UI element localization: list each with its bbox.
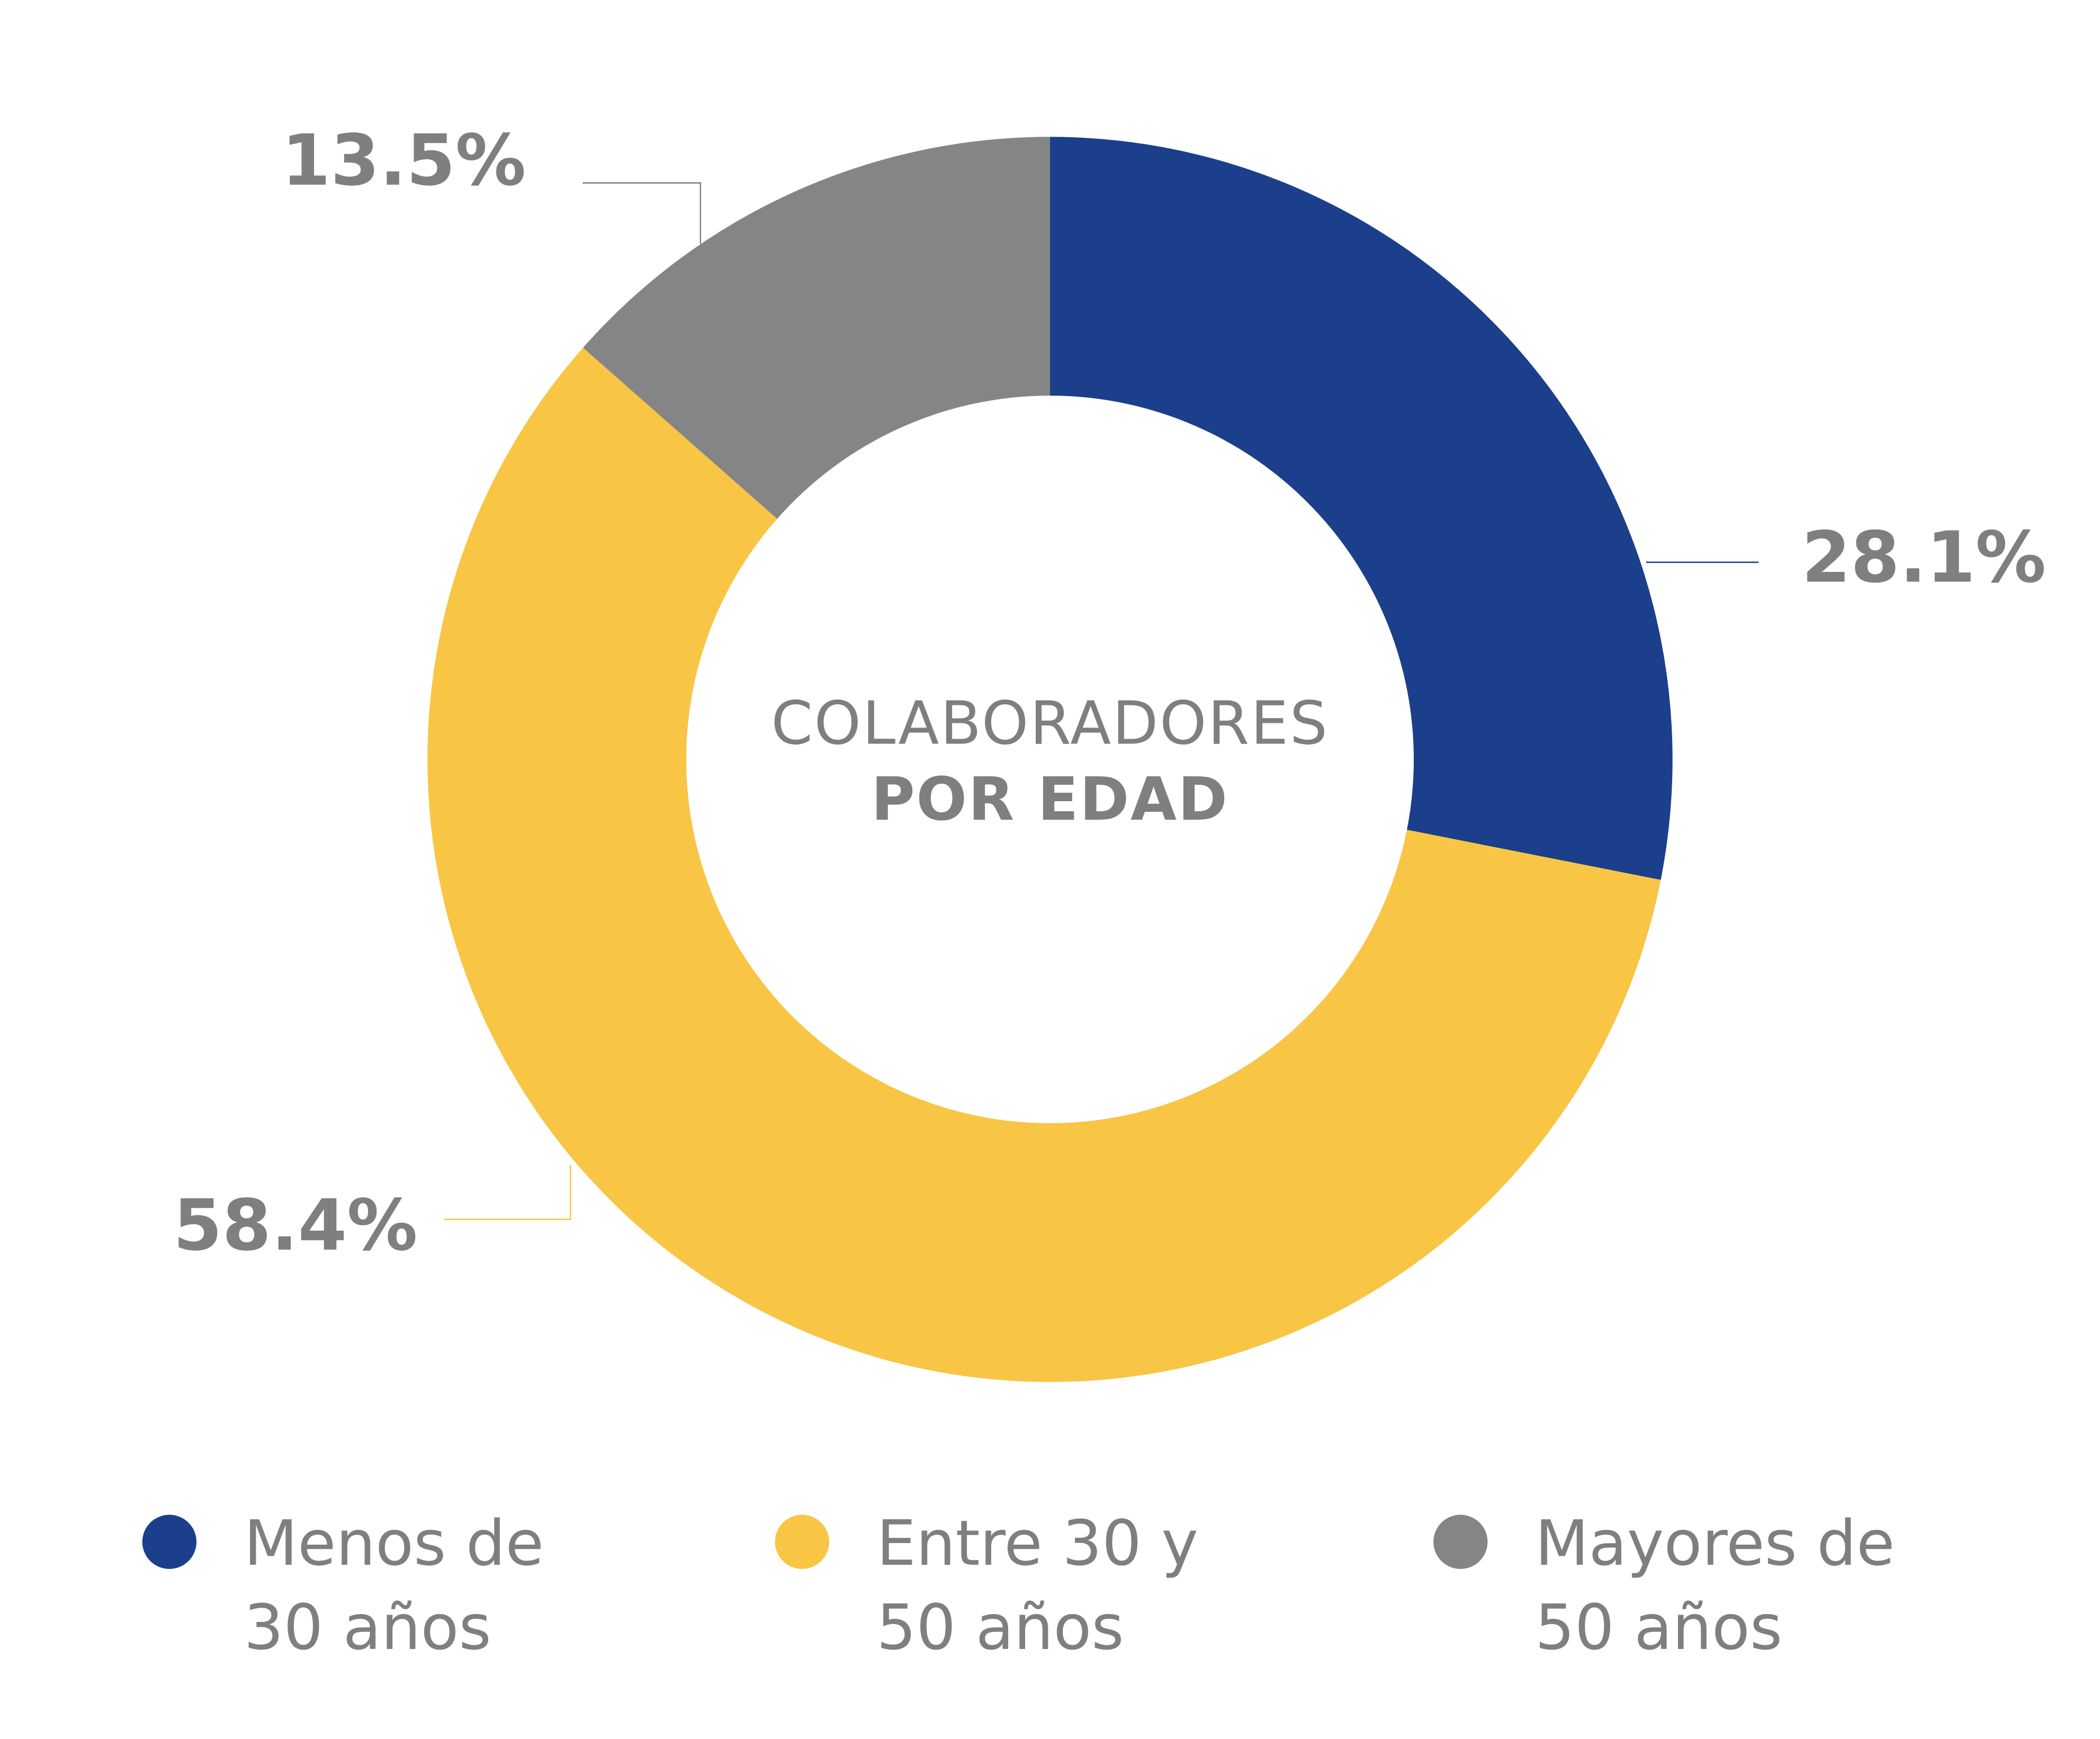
donut-segment [583,137,1050,519]
donut-segment [1050,137,1673,880]
legend-marker [1433,1514,1488,1569]
donut-segment [427,347,1661,1382]
chart-subtitle: POR EDAD [871,765,1228,834]
legend-label: Menos de 30 años [244,1507,544,1664]
leader-line [582,182,702,244]
legend-marker [142,1514,197,1569]
data-label: 28.1% [1802,517,2047,598]
data-label: 58.4% [173,1185,418,1267]
data-label: 13.5% [282,120,526,202]
legend-item: Mayores de 50 años [1534,1507,1895,1664]
legend-marker [775,1514,829,1569]
leader-line [444,1165,571,1221]
legend-item: Entre 30 y 50 años [876,1507,1199,1664]
legend-label: Mayores de 50 años [1534,1507,1895,1664]
legend-label: Entre 30 y 50 años [876,1507,1199,1664]
chart-title: COLABORADORES [771,689,1329,758]
legend-item: Menos de 30 años [244,1507,544,1664]
